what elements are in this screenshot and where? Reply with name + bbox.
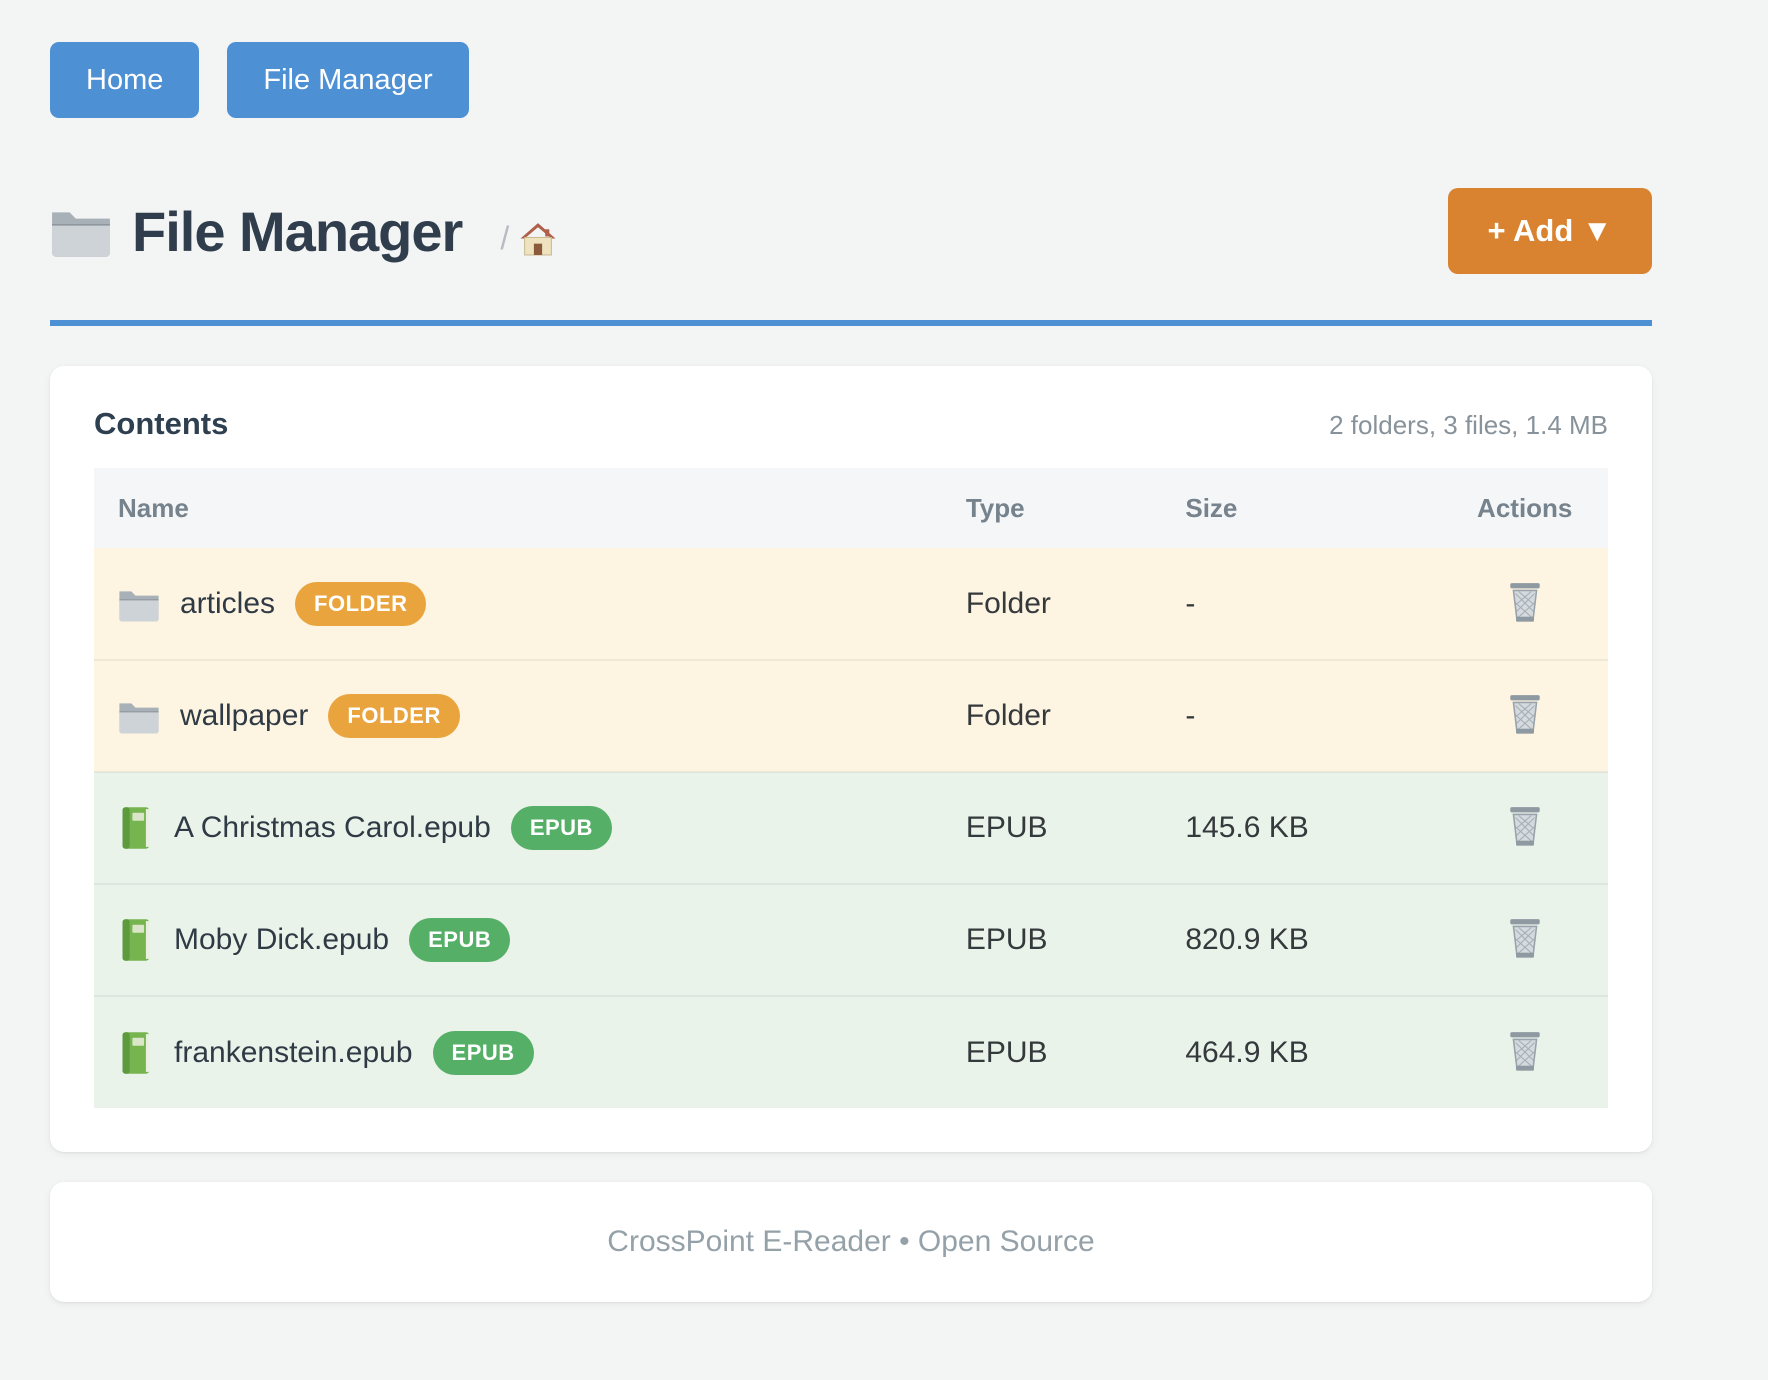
folder-icon: [118, 586, 160, 622]
file-manager-button[interactable]: File Manager: [227, 42, 469, 118]
file-table-body: articles FOLDER Folder - wallpaper: [94, 548, 1608, 1108]
folder-icon: [50, 204, 112, 258]
column-header-size: Size: [1161, 468, 1442, 548]
file-name-link[interactable]: articles: [180, 586, 276, 620]
trash-icon: [1506, 805, 1544, 847]
file-type-cell: EPUB: [965, 1035, 1048, 1069]
trash-icon: [1506, 917, 1544, 959]
home-button[interactable]: Home: [50, 42, 200, 118]
footer-card: CrossPoint E-Reader • Open Source: [50, 1182, 1652, 1302]
contents-heading: Contents: [94, 406, 229, 441]
file-type-badge: FOLDER: [328, 694, 460, 738]
contents-summary: 2 folders, 3 files, 1.4 MB: [1329, 410, 1608, 440]
trash-icon: [1506, 581, 1544, 623]
file-type-badge: FOLDER: [295, 581, 427, 626]
book-icon: [118, 806, 154, 850]
book-icon: [118, 918, 154, 962]
file-type-cell: EPUB: [965, 923, 1048, 956]
table-row[interactable]: articles FOLDER Folder -: [94, 548, 1608, 660]
file-type-badge: EPUB: [510, 806, 612, 850]
add-button[interactable]: + Add ▼: [1448, 188, 1652, 274]
table-row[interactable]: wallpaper FOLDER Folder -: [94, 660, 1608, 772]
file-size-cell: 145.6 KB: [1185, 811, 1309, 844]
file-name-link[interactable]: Moby Dick.epub: [174, 923, 390, 956]
house-icon[interactable]: [519, 220, 557, 256]
table-row[interactable]: A Christmas Carol.epub EPUB EPUB 145.6 K…: [94, 772, 1608, 884]
file-type-cell: Folder: [965, 586, 1051, 620]
page-container: Home File Manager File Manager / + Add ▼…: [50, 0, 1652, 1302]
table-row[interactable]: Moby Dick.epub EPUB EPUB 820.9 KB: [94, 884, 1608, 996]
file-name-link[interactable]: A Christmas Carol.epub: [174, 811, 491, 844]
column-header-type: Type: [941, 468, 1162, 548]
folder-icon: [118, 698, 160, 734]
trash-icon: [1506, 1030, 1544, 1072]
contents-card-header: Contents 2 folders, 3 files, 1.4 MB: [94, 406, 1608, 442]
page-header: File Manager / + Add ▼: [50, 188, 1652, 326]
table-row[interactable]: frankenstein.epub EPUB EPUB 464.9 KB: [94, 996, 1608, 1108]
contents-card: Contents 2 folders, 3 files, 1.4 MB Name…: [50, 366, 1652, 1152]
breadcrumb: /: [500, 220, 557, 257]
file-type-cell: Folder: [965, 699, 1051, 732]
file-size-cell: -: [1185, 699, 1196, 732]
delete-button[interactable]: [1502, 1026, 1548, 1076]
file-type-badge: EPUB: [432, 1030, 534, 1075]
file-table: Name Type Size Actions articles FOLDER F…: [94, 468, 1608, 1108]
file-type-cell: EPUB: [965, 811, 1048, 844]
delete-button[interactable]: [1502, 577, 1548, 627]
delete-button[interactable]: [1502, 913, 1548, 963]
table-header-row: Name Type Size Actions: [94, 468, 1608, 548]
file-name-link[interactable]: wallpaper: [180, 699, 309, 732]
file-size-cell: -: [1185, 586, 1196, 620]
file-size-cell: 820.9 KB: [1185, 923, 1309, 956]
column-header-actions: Actions: [1441, 468, 1608, 548]
file-type-badge: EPUB: [409, 918, 511, 962]
book-icon: [118, 1031, 154, 1075]
footer-text: CrossPoint E-Reader • Open Source: [607, 1225, 1095, 1258]
top-nav: Home File Manager: [50, 0, 1652, 118]
page-title: File Manager: [132, 199, 463, 263]
column-header-name: Name: [94, 468, 942, 548]
delete-button[interactable]: [1502, 801, 1548, 851]
breadcrumb-separator: /: [500, 219, 510, 256]
trash-icon: [1506, 693, 1544, 735]
file-name-link[interactable]: frankenstein.epub: [174, 1035, 413, 1069]
file-size-cell: 464.9 KB: [1185, 1035, 1309, 1069]
delete-button[interactable]: [1502, 689, 1548, 739]
